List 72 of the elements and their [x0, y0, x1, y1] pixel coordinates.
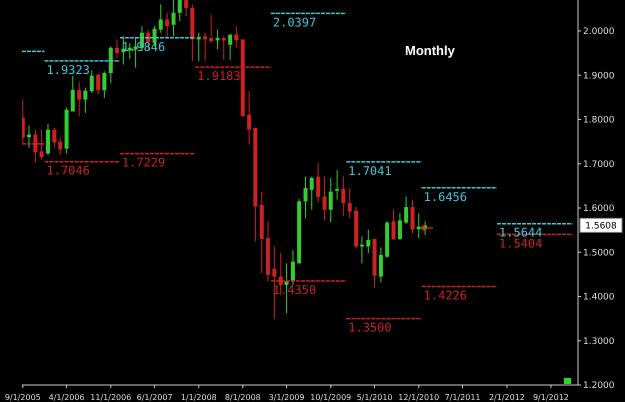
candlestick [209, 14, 214, 44]
y-tick-label: 1.5000 [583, 248, 615, 258]
x-tick-label: 9/1/2005 [4, 393, 41, 402]
candlestick [316, 162, 320, 203]
candlestick [310, 176, 314, 210]
candlestick [398, 212, 402, 240]
y-tick-label: 1.4000 [583, 292, 615, 303]
annotation: 1.5404 [499, 236, 542, 250]
candlestick [165, 12, 170, 39]
candlestick [26, 125, 31, 148]
candlestick [247, 90, 252, 146]
candlestick [114, 38, 119, 58]
text: Monthly [405, 43, 455, 58]
annotation: 1.9323 [46, 62, 90, 77]
annotation: 1.6456 [424, 190, 468, 204]
y-tick-label: 1.8000 [583, 116, 615, 126]
y-tick-label: 2.0000 [583, 27, 615, 38]
candlestick [290, 250, 295, 286]
candlestick [348, 188, 352, 219]
candlestick [70, 76, 75, 112]
y-tick-label: 1.2000 [583, 381, 615, 392]
candlestick [46, 123, 50, 156]
x-tick-label: 8/1/2008 [224, 393, 261, 402]
x-tick-label: 2/1/2012 [488, 393, 525, 402]
candlestick [184, 0, 188, 17]
candlestick [222, 36, 226, 60]
candlestick [83, 87, 88, 114]
candlestick [196, 32, 201, 62]
candlestick [96, 72, 100, 96]
y-tick-label: 1.6000 [583, 204, 615, 214]
candlestick [158, 4, 163, 34]
x-tick-label: 10/1/2009 [310, 393, 352, 402]
candlestick [404, 196, 408, 224]
candlestick [416, 212, 421, 239]
candlestick [228, 34, 232, 60]
x-tick-label: 7/1/2011 [444, 393, 481, 402]
candlestick [360, 236, 364, 264]
annotation: 1.3500 [348, 320, 392, 335]
annotation: 2.0397 [272, 15, 316, 30]
candlestick [172, 0, 176, 37]
candlestick [366, 229, 370, 254]
annotation: 1.4226 [424, 288, 468, 302]
y-tick-label: 1.7000 [583, 160, 615, 170]
candlestick [322, 176, 327, 220]
annotation: 1.7041 [348, 164, 392, 178]
x-tick-label: 12/1/2010 [398, 393, 440, 402]
candlestick [90, 70, 94, 94]
y-tick-label: 1.3000 [583, 336, 615, 347]
candlestick [341, 176, 346, 216]
candlestick [378, 246, 383, 283]
annotation: 1.5608 [585, 221, 618, 232]
x-tick-label: 3/1/2009 [268, 393, 305, 402]
candlestick [392, 208, 396, 240]
candlestick [410, 199, 415, 234]
x-tick-label: 1/1/2008 [180, 393, 217, 402]
x-tick-label: 9/1/2012 [532, 393, 569, 402]
candlestick [102, 70, 106, 98]
x-tick-label: 11/1/2006 [90, 393, 132, 402]
candlestick [328, 177, 333, 224]
x-tick-label: 6/1/2007 [136, 393, 173, 402]
candlestick [203, 32, 208, 62]
candlestick [304, 176, 308, 219]
candlestick [234, 26, 238, 48]
annotation: 1.7046 [46, 164, 90, 178]
annotation: 1.7229 [122, 156, 166, 170]
candlestick [216, 29, 220, 50]
candlestick [77, 80, 82, 117]
annotation: 1.9183 [197, 69, 241, 84]
x-tick-label: 4/1/2006 [48, 393, 85, 402]
x-tick-label: 5/1/2010 [356, 393, 393, 402]
y-tick-label: 1.9000 [583, 71, 615, 82]
candlestick [178, 0, 182, 22]
